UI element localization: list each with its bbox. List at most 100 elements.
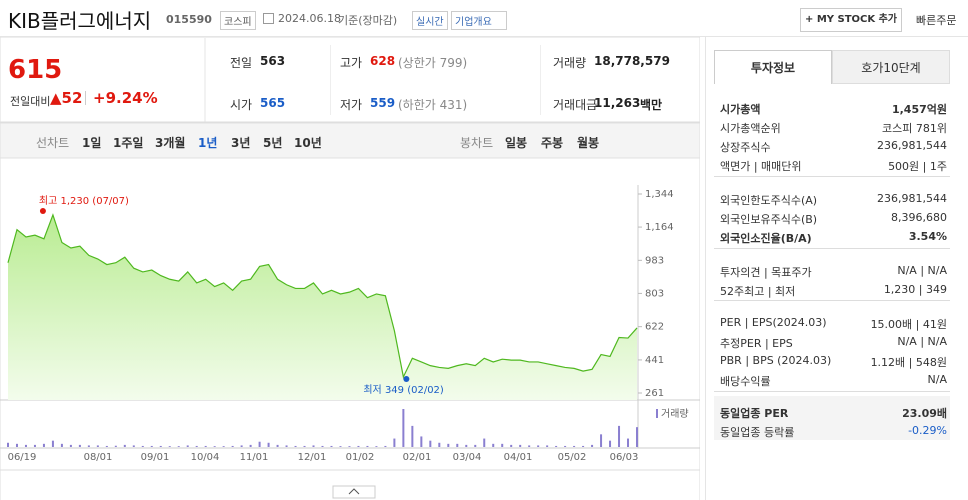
- volume-bar: [582, 445, 585, 447]
- date: 2024.06.18: [278, 12, 341, 25]
- period-tab[interactable]: 3년: [231, 136, 251, 150]
- divider: [714, 248, 950, 249]
- side-tab[interactable]: 투자정보: [714, 50, 832, 84]
- volume-label: 거래량: [661, 408, 689, 420]
- company-info[interactable]: 기업개요: [451, 11, 507, 30]
- volume-bar: [7, 442, 9, 447]
- high-marker: [39, 208, 46, 214]
- volume-bar: [402, 409, 405, 447]
- volume-bar: [24, 444, 27, 447]
- x-tick-label: 03/04: [453, 452, 482, 463]
- info-label: 투자의견 | 목표주가: [720, 266, 812, 279]
- summary-value: 18,778,579: [594, 54, 670, 68]
- volume-bar: [303, 445, 306, 447]
- info-label: 배당수익률: [720, 375, 771, 388]
- summary-value: 559: [370, 96, 396, 110]
- volume-bar: [285, 445, 288, 447]
- info-label: 시가총액순위: [720, 122, 781, 135]
- info-value: 1,457억원: [891, 103, 947, 116]
- info-label: 동일업종 등락률: [720, 426, 795, 439]
- summary-label: 전일: [230, 56, 253, 70]
- volume-bar: [213, 446, 216, 447]
- stock-code: 015590: [166, 13, 212, 26]
- chart-type-label: 봉차트: [460, 136, 494, 150]
- volume-bar: [537, 445, 540, 447]
- x-tick-label: 01/02: [346, 452, 375, 463]
- volume-bar: [15, 443, 18, 447]
- price-line: [7, 213, 638, 379]
- my-stock-button[interactable]: + MY STOCK 추가: [800, 8, 902, 32]
- volume-bar: [618, 425, 621, 447]
- candle-tab[interactable]: 월봉: [577, 136, 600, 150]
- summary-note: (하한가 431): [398, 98, 468, 112]
- volume-bar: [267, 442, 270, 447]
- volume-bar: [465, 444, 468, 447]
- volume-bar: [609, 440, 612, 447]
- info-value: -0.29%: [908, 424, 947, 437]
- summary-label: 시가: [230, 98, 253, 112]
- period-tab[interactable]: 10년: [294, 136, 322, 150]
- candle-tab[interactable]: 일봉: [505, 136, 528, 150]
- info-label: 52주최고 | 최저: [720, 285, 796, 298]
- info-value: 23.09배: [902, 407, 947, 420]
- volume-bar: [447, 443, 450, 447]
- info-value: 236,981,544: [877, 139, 947, 152]
- volume-bar: [105, 445, 108, 447]
- volume-bar: [357, 445, 360, 447]
- volume-bar: [555, 445, 558, 447]
- volume-bar: [78, 444, 81, 447]
- volume-bar: [438, 442, 441, 447]
- chart-type-label: 선차트: [36, 136, 70, 150]
- volume-bar: [204, 445, 207, 447]
- info-label: 액면가 | 매매단위: [720, 160, 802, 173]
- candle-tab[interactable]: 주봉: [541, 136, 564, 150]
- summary-value: 563: [260, 54, 286, 68]
- volume-bar: [312, 445, 315, 447]
- left-panel: [0, 36, 700, 500]
- divider: [714, 300, 950, 301]
- collapse-button[interactable]: [332, 485, 376, 499]
- quick-order[interactable]: 빠른주문: [916, 14, 957, 27]
- volume-bar: [393, 438, 396, 447]
- volume-bar: [33, 444, 36, 447]
- side-tab[interactable]: 호가10단계: [832, 50, 950, 84]
- period-tab[interactable]: 3개월: [155, 136, 186, 150]
- summary-label: 고가: [340, 56, 363, 70]
- volume-bar: [159, 445, 162, 447]
- info-value: N/A | N/A: [897, 335, 947, 348]
- volume-bar: [294, 445, 297, 447]
- info-value: N/A | N/A: [897, 264, 947, 277]
- volume-bar: [87, 445, 90, 447]
- info-label: PBR | BPS (2024.03): [720, 354, 832, 367]
- info-value: N/A: [927, 373, 947, 386]
- divider: [714, 176, 950, 177]
- volume-bar: [600, 434, 603, 447]
- volume-bar: [519, 444, 522, 447]
- info-value: 8,396,680: [891, 211, 947, 224]
- info-label: 추정PER | EPS: [720, 337, 793, 350]
- stock-title: KIB플러그에너지: [8, 9, 152, 33]
- info-label: 상장주식수: [720, 141, 771, 154]
- info-label: 외국인한도주식수(A): [720, 194, 818, 207]
- volume-bar: [276, 444, 279, 447]
- volume-bar: [168, 446, 171, 447]
- volume-bar: [375, 446, 378, 447]
- info-value: 3.54%: [908, 230, 947, 243]
- summary-note: 백만: [640, 98, 663, 112]
- volume-bar: [60, 443, 63, 447]
- info-value: 236,981,544: [877, 192, 947, 205]
- period-tab[interactable]: 5년: [263, 136, 283, 150]
- divider: [705, 37, 706, 500]
- volume-bar: [384, 445, 387, 447]
- realtime-badge[interactable]: 실시간: [412, 11, 448, 30]
- period-tab[interactable]: 1일: [82, 136, 102, 150]
- chart: 거래량 1,344 1,164 983 803 622 441 261 최고 1,230 (0…: [0, 36, 700, 500]
- x-tick-label: 06/19: [8, 452, 37, 463]
- y-tick-label: 261: [645, 388, 664, 399]
- period-tab[interactable]: 1년: [198, 136, 218, 150]
- volume-bar: [546, 445, 549, 447]
- period-tab[interactable]: 1주일: [113, 136, 144, 150]
- y-tick-label: 1,164: [645, 222, 674, 233]
- x-tick-label: 06/03: [610, 452, 639, 463]
- change: ▲52: [50, 89, 83, 107]
